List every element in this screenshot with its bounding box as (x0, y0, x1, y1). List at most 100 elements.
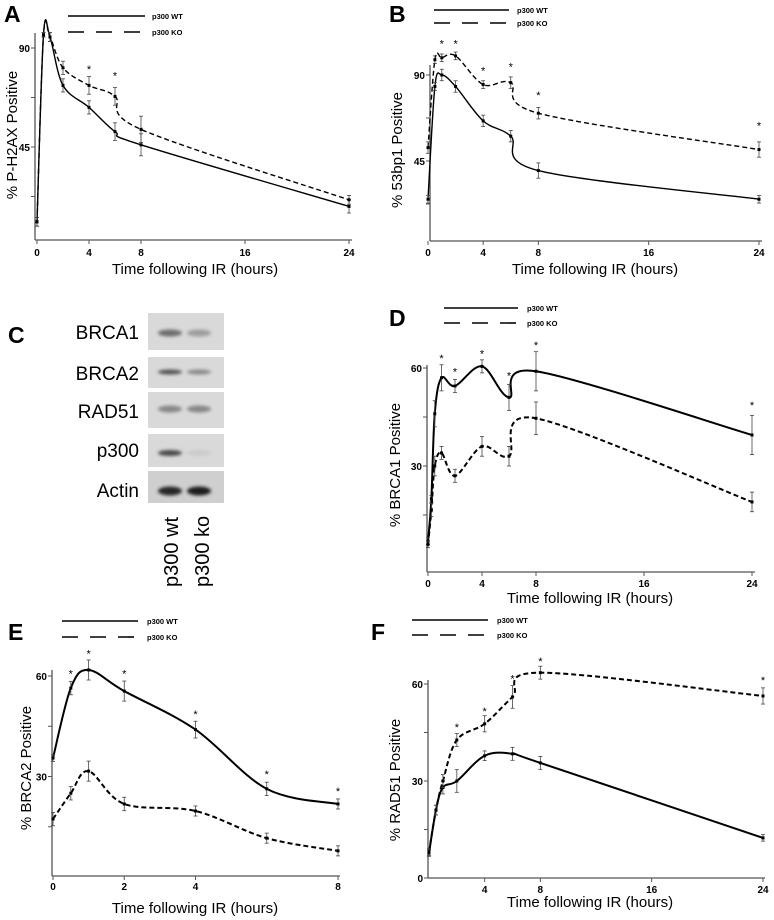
legend-label-ko: p300 KO (517, 19, 548, 28)
significance-asterisk: * (761, 675, 766, 687)
blot-row-label: RAD51 (78, 402, 139, 423)
significance-asterisk: * (440, 39, 445, 51)
x-tick-label: 8 (335, 882, 341, 893)
x-tick-label: 2 (121, 882, 127, 893)
x-tick-label: 16 (643, 248, 655, 259)
data-point (534, 369, 538, 373)
data-point (426, 197, 430, 201)
data-point (511, 752, 514, 756)
panel-letter: C (8, 322, 25, 348)
x-tick-label: 4 (193, 882, 199, 893)
data-point (194, 809, 197, 813)
data-point (35, 220, 39, 224)
blot-band (158, 329, 182, 337)
data-point (757, 197, 761, 201)
data-point (481, 83, 485, 87)
data-point (139, 143, 143, 147)
data-point (483, 754, 487, 758)
series-line (36, 19, 350, 222)
data-point (453, 474, 457, 478)
y-tick-label: 60 (36, 672, 48, 683)
blot-row-label: BRCA2 (76, 364, 139, 385)
blot-row-label: Actin (97, 481, 139, 502)
data-point (480, 364, 484, 368)
blot-band (187, 450, 211, 456)
significance-asterisk: * (750, 400, 755, 412)
data-point (507, 454, 511, 458)
blot-band (187, 329, 211, 337)
data-point (87, 769, 91, 773)
y-tick-label: 30 (411, 462, 423, 473)
significance-asterisk: * (455, 722, 460, 734)
y-axis-label: % RAD51 Positive (387, 719, 404, 842)
blot-row-label: p300 (97, 441, 139, 462)
data-point (481, 119, 485, 123)
data-point (433, 58, 437, 62)
x-tick-label: 16 (646, 885, 658, 896)
panel-letter: F (371, 619, 385, 645)
x-tick-label: 4 (480, 248, 486, 259)
blot-row-p300: p300 (97, 434, 224, 467)
panel-letter: A (4, 1, 21, 27)
data-point (454, 54, 458, 58)
series-line (427, 365, 753, 542)
y-axis-label: % P-H2AX Positive (4, 71, 21, 199)
series-line (427, 72, 760, 200)
legend-label-wt: p300 WT (527, 304, 558, 313)
x-tick-label: 24 (343, 248, 355, 259)
significance-asterisk: * (113, 70, 118, 82)
series-wt (427, 746, 765, 857)
series-line (427, 416, 753, 545)
data-point (427, 850, 431, 854)
blot-row-brca2: BRCA2 (76, 357, 224, 388)
data-point (509, 134, 513, 138)
y-tick-label: 45 (414, 157, 426, 168)
data-point (480, 444, 484, 448)
data-point (441, 779, 445, 783)
data-point (433, 412, 437, 416)
data-point (750, 500, 754, 504)
x-tick-label: 8 (533, 579, 539, 590)
y-tick-label: 90 (19, 44, 31, 55)
data-point (51, 817, 55, 821)
x-tick-label: 0 (34, 248, 40, 259)
legend-label-wt: p300 WT (497, 616, 528, 625)
data-point (194, 728, 197, 732)
x-tick-label: 0 (425, 248, 431, 259)
significance-asterisk: * (87, 64, 92, 76)
data-point (48, 35, 52, 39)
y-tick-label: 90 (414, 71, 426, 82)
legend-label-wt: p300 WT (152, 12, 183, 21)
significance-asterisk: * (265, 769, 270, 781)
data-point (113, 130, 117, 134)
lane-label: p300 ko (192, 516, 214, 587)
significance-asterisk: * (509, 61, 514, 73)
blot-row-rad51: RAD51 (78, 392, 224, 428)
x-axis-label: Time following IR (hours) (112, 261, 278, 278)
data-point (750, 433, 754, 437)
data-point (87, 105, 91, 109)
data-point (61, 66, 65, 70)
series-ko (35, 19, 351, 227)
series-wt (51, 659, 340, 810)
y-tick-label: 30 (36, 773, 48, 784)
significance-asterisk: * (86, 649, 91, 661)
blot-row-label: BRCA1 (76, 323, 139, 344)
series-ko (427, 665, 765, 856)
significance-asterisk: * (453, 366, 458, 378)
blot-band (187, 369, 211, 375)
data-point (426, 146, 430, 150)
data-point (440, 73, 444, 77)
significance-asterisk: * (536, 90, 541, 102)
y-tick-label: 30 (412, 777, 424, 788)
significance-asterisk: * (69, 669, 74, 681)
blot-strip (148, 434, 224, 467)
data-point (455, 738, 459, 742)
data-point (87, 668, 91, 672)
significance-asterisk: * (510, 674, 515, 686)
x-axis-label: Time following IR (hours) (112, 900, 278, 917)
x-tick-label: 16 (239, 248, 251, 259)
